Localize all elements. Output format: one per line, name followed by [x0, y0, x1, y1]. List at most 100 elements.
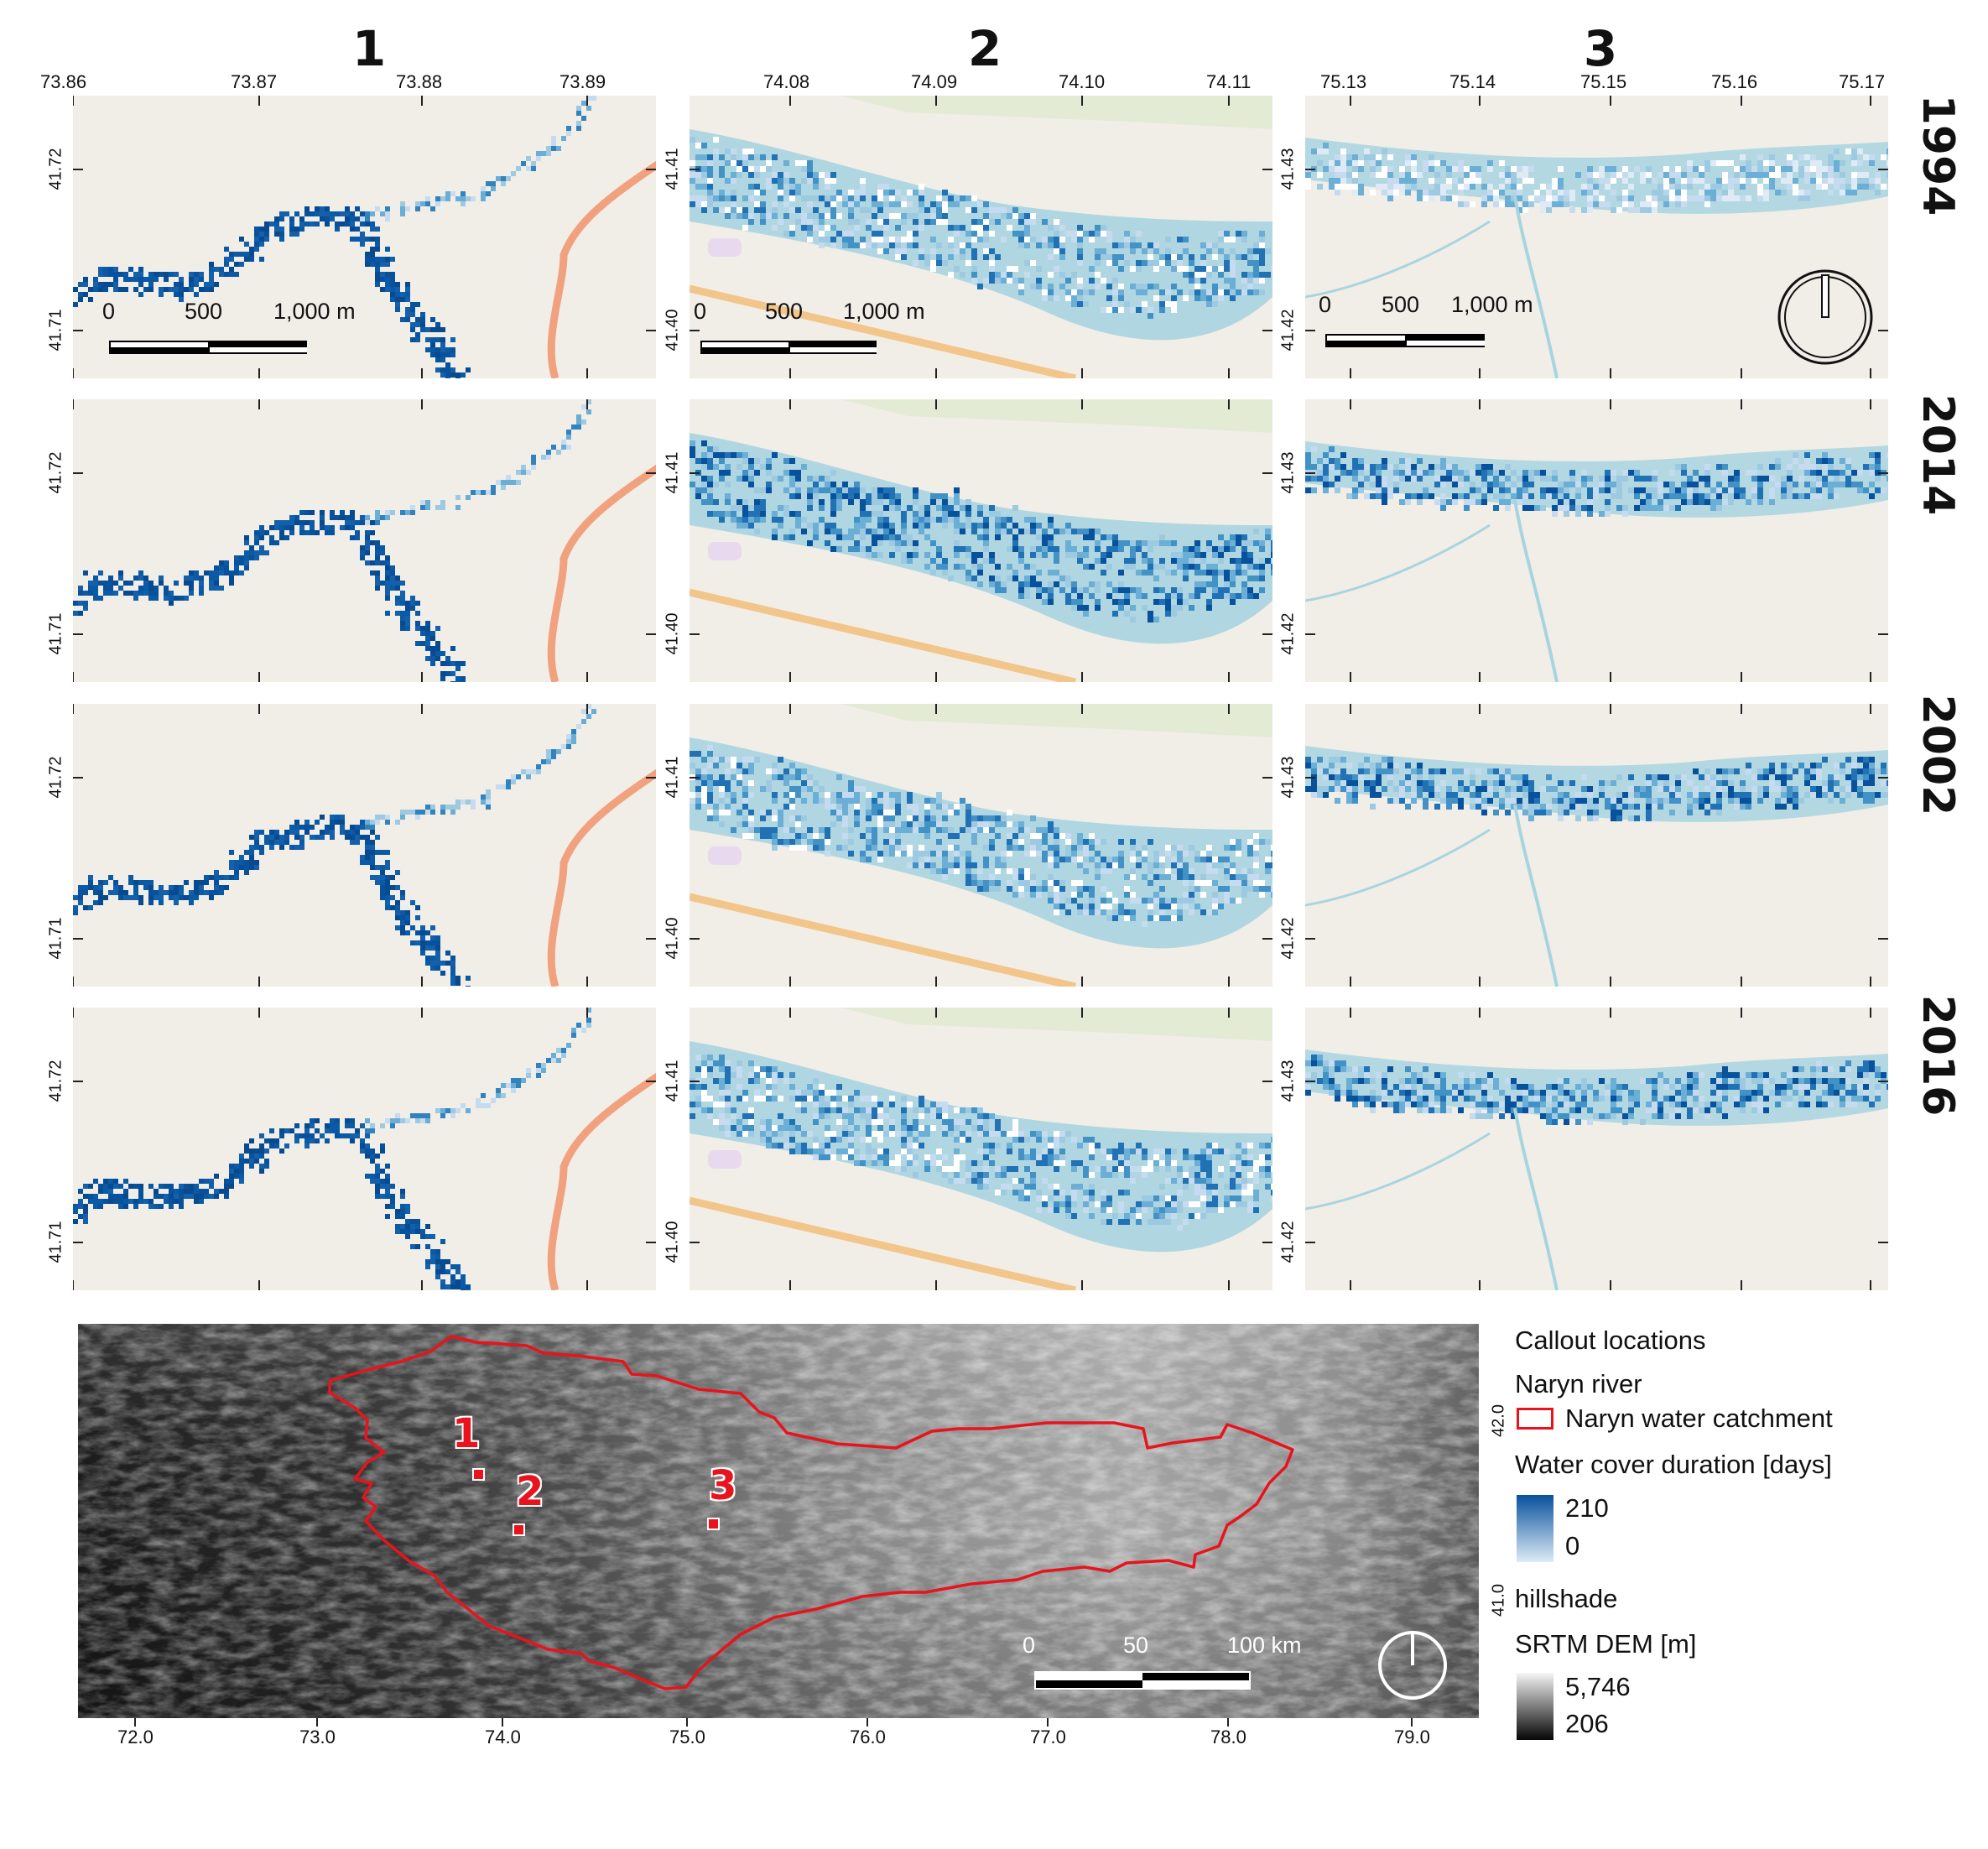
map-panel-3-row-2: [1305, 399, 1888, 682]
lat-tick: 41.42: [1278, 917, 1298, 960]
water-duration-ramp: [1517, 1495, 1553, 1562]
water-cover-raster: [73, 704, 656, 987]
callout-label-1: 1: [452, 1410, 481, 1457]
overview-lon-tick: 74.0: [485, 1727, 521, 1747]
panel-scale-label: 500: [185, 299, 223, 324]
lat-tick: 41.72: [46, 1060, 65, 1102]
north-arrow-icon: [1777, 269, 1873, 365]
panel-scale-bar: [700, 341, 877, 354]
overview-scale-label: 100 km: [1227, 1633, 1302, 1658]
catchment-swatch: [1517, 1408, 1553, 1430]
lon-tick: 75.15: [1580, 71, 1627, 92]
lat-tick: 41.40: [663, 612, 682, 655]
callout-point-2: [513, 1523, 525, 1536]
water-cover-raster: [73, 1008, 656, 1290]
water-cover-raster: [690, 399, 1272, 682]
callout-point-1: [472, 1468, 485, 1481]
lat-tick: 41.71: [46, 612, 65, 655]
panel-scale-bar: [109, 341, 307, 354]
overview-tick-mark: [866, 1718, 868, 1727]
lat-tick: 41.43: [1278, 756, 1298, 799]
column-title-3: 3: [1583, 20, 1618, 77]
lon-tick: 73.88: [396, 71, 443, 92]
overview-scale-label: 0: [1023, 1633, 1036, 1658]
overview-lon-tick: 77.0: [1030, 1727, 1066, 1747]
year-label-2014: 2014: [1913, 393, 1963, 516]
panel-scale-label: 1,000 m: [1451, 292, 1533, 317]
water-cover-raster: [690, 96, 1272, 378]
legend-catchment: Naryn water catchment: [1565, 1404, 1833, 1433]
overview-scale-label: 50: [1123, 1633, 1149, 1658]
overview-lon-tick: 72.0: [117, 1727, 154, 1747]
year-label-1994: 1994: [1913, 94, 1963, 216]
overview-lon-tick: 73.0: [299, 1727, 336, 1747]
lat-tick: 41.71: [46, 917, 65, 960]
map-panel-3-row-1: [1305, 96, 1888, 378]
legend-naryn-river: Naryn river: [1515, 1369, 1642, 1398]
map-panel-2-row-3: [690, 704, 1272, 987]
lat-tick: 41.42: [1278, 309, 1298, 352]
legend-water-title: Water cover duration [days]: [1515, 1450, 1832, 1479]
map-panel-3-row-4: [1305, 1008, 1888, 1290]
panel-scale-label: 0: [1319, 292, 1332, 317]
year-label-2016: 2016: [1913, 994, 1963, 1117]
lat-tick: 41.72: [46, 756, 65, 799]
overview-tick-mark: [686, 1718, 688, 1727]
lon-tick: 75.16: [1711, 71, 1758, 92]
lat-tick: 41.41: [663, 756, 682, 799]
map-panel-2-row-1: [690, 96, 1272, 378]
map-panel-2-row-2: [690, 399, 1272, 682]
overview-lon-tick: 78.0: [1210, 1727, 1246, 1747]
map-panel-1-row-2: [73, 399, 656, 682]
callout-point-3: [707, 1518, 720, 1530]
dem-min-value: 206: [1565, 1709, 1609, 1738]
dem-max-value: 5,746: [1565, 1672, 1631, 1701]
overview-tick-mark: [502, 1718, 503, 1727]
legend-hillshade: hillshade: [1515, 1584, 1618, 1613]
overview-tick-mark: [1047, 1718, 1049, 1727]
lon-tick: 74.10: [1059, 71, 1106, 92]
overview-lon-tick: 76.0: [850, 1727, 886, 1747]
naryn-catchment: [328, 1335, 1294, 1690]
year-label-2002: 2002: [1913, 694, 1963, 816]
lon-tick: 73.86: [40, 71, 87, 92]
lon-tick: 73.89: [559, 71, 606, 92]
lat-tick: 41.43: [1278, 148, 1298, 190]
dem-ramp: [1517, 1673, 1553, 1740]
callout-label-2: 2: [516, 1468, 544, 1515]
overview-scale-bar: [1034, 1671, 1251, 1690]
lat-tick: 41.71: [46, 1221, 65, 1263]
lon-tick: 75.13: [1320, 71, 1367, 92]
overview-map: 1 2 3 0 50 100 km: [78, 1324, 1479, 1718]
column-title-1: 1: [351, 20, 387, 77]
water-max-value: 210: [1565, 1493, 1609, 1523]
panel-scale-label: 0: [694, 299, 707, 324]
lat-tick: 41.72: [46, 148, 65, 190]
water-cover-raster: [73, 96, 656, 378]
map-panel-1-row-1: [73, 96, 656, 378]
water-cover-raster: [1305, 441, 1888, 682]
overview-tick-mark: [134, 1718, 136, 1727]
water-cover-raster: [73, 399, 656, 682]
lat-tick: 41.40: [663, 309, 682, 352]
lon-tick: 74.08: [763, 71, 810, 92]
lat-tick: 41.43: [1278, 451, 1298, 494]
panel-scale-label: 1,000 m: [273, 299, 356, 324]
overview-lat-tick: 42.0: [1489, 1404, 1508, 1437]
map-panel-2-row-4: [690, 1008, 1272, 1290]
water-cover-raster: [690, 1008, 1272, 1290]
column-title-2: 2: [967, 20, 1002, 77]
lat-tick: 41.43: [1278, 1060, 1298, 1102]
panel-scale-label: 0: [102, 299, 116, 324]
panel-scale-label: 500: [1382, 292, 1420, 317]
legend-callout-locations: Callout locations: [1515, 1326, 1706, 1355]
lat-tick: 41.40: [663, 1221, 682, 1263]
dem-hillshade: [78, 1324, 1479, 1718]
overview-tick-mark: [316, 1718, 318, 1727]
overview-tick-mark: [1411, 1718, 1413, 1727]
lat-tick: 41.71: [46, 309, 65, 352]
water-cover-raster: [1305, 1050, 1888, 1290]
overview-lon-tick: 79.0: [1394, 1727, 1430, 1747]
north-arrow-icon: [1378, 1631, 1447, 1700]
lat-tick: 41.72: [46, 451, 65, 494]
